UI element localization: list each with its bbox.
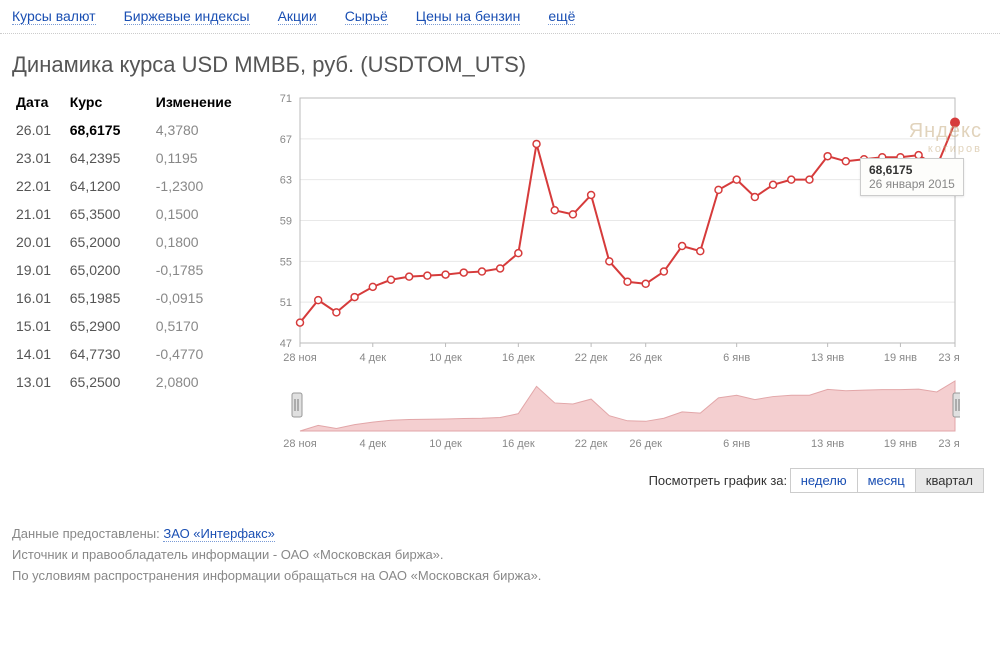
svg-text:13 янв: 13 янв bbox=[811, 352, 844, 364]
svg-text:22 дек: 22 дек bbox=[575, 438, 608, 450]
cell-date: 21.01 bbox=[12, 200, 66, 228]
footer: Данные предоставлены: ЗАО «Интерфакс» Ис… bbox=[0, 505, 1000, 604]
svg-text:10 дек: 10 дек bbox=[429, 352, 462, 364]
cell-change: 2,0800 bbox=[152, 368, 242, 396]
cell-date: 14.01 bbox=[12, 340, 66, 368]
svg-text:16 дек: 16 дек bbox=[502, 438, 535, 450]
svg-text:26 дек: 26 дек bbox=[629, 438, 662, 450]
period-button[interactable]: неделю bbox=[790, 468, 858, 493]
table-row: 14.0164,7730-0,4770 bbox=[12, 340, 242, 368]
cell-rate: 65,2500 bbox=[66, 368, 152, 396]
nav-link[interactable]: ещё bbox=[548, 8, 575, 25]
nav-link[interactable]: Цены на бензин bbox=[416, 8, 521, 25]
nav-link[interactable]: Сырьё bbox=[345, 8, 388, 25]
svg-text:26 дек: 26 дек bbox=[629, 352, 662, 364]
table-row: 15.0165,29000,5170 bbox=[12, 312, 242, 340]
cell-rate: 65,3500 bbox=[66, 200, 152, 228]
nav-link[interactable]: Акции bbox=[278, 8, 317, 25]
cell-change: 4,3780 bbox=[152, 116, 242, 144]
cell-rate: 64,2395 bbox=[66, 144, 152, 172]
table-row: 23.0164,23950,1195 bbox=[12, 144, 242, 172]
cell-date: 19.01 bbox=[12, 256, 66, 284]
cell-change: 0,1195 bbox=[152, 144, 242, 172]
table-row: 16.0165,1985-0,0915 bbox=[12, 284, 242, 312]
svg-text:23 янв: 23 янв bbox=[938, 438, 960, 450]
svg-text:28 ноя: 28 ноя bbox=[283, 352, 316, 364]
cell-rate: 68,6175 bbox=[66, 116, 152, 144]
nav-link[interactable]: Биржевые индексы bbox=[124, 8, 250, 25]
svg-text:4 дек: 4 дек bbox=[360, 352, 387, 364]
cell-date: 26.01 bbox=[12, 116, 66, 144]
cell-date: 23.01 bbox=[12, 144, 66, 172]
svg-text:63: 63 bbox=[280, 175, 292, 187]
table-row: 26.0168,61754,3780 bbox=[12, 116, 242, 144]
cell-date: 20.01 bbox=[12, 228, 66, 256]
cell-change: 0,1800 bbox=[152, 228, 242, 256]
page-title: Динамика курса USD ММВБ, руб. (USDTOM_UT… bbox=[0, 34, 1000, 88]
svg-text:19 янв: 19 янв bbox=[884, 438, 917, 450]
svg-text:6 янв: 6 янв bbox=[723, 352, 750, 364]
top-nav: Курсы валют Биржевые индексы Акции Сырьё Цен… bbox=[0, 0, 1000, 34]
cell-change: -0,0915 bbox=[152, 284, 242, 312]
cell-rate: 65,2000 bbox=[66, 228, 152, 256]
table-row: 13.0165,25002,0800 bbox=[12, 368, 242, 396]
period-selector-row: Посмотреть график за: неделюмесяцквартал bbox=[260, 456, 988, 505]
footer-line3: По условиям распространения информации о… bbox=[12, 566, 988, 587]
main-chart[interactable]: 47 51 55 59 63 67 71 28 ноя 4 дек 10 дек 16 дек 22 … bbox=[260, 88, 988, 368]
chart-tooltip: 68,6175 26 января 2015 bbox=[860, 158, 964, 196]
svg-text:16 дек: 16 дек bbox=[502, 352, 535, 364]
period-button[interactable]: квартал bbox=[915, 468, 984, 493]
svg-text:71: 71 bbox=[280, 93, 292, 105]
svg-text:10 дек: 10 дек bbox=[429, 438, 462, 450]
cell-change: -1,2300 bbox=[152, 172, 242, 200]
svg-text:51: 51 bbox=[280, 297, 292, 309]
table-row: 20.0165,20000,1800 bbox=[12, 228, 242, 256]
provider-link[interactable]: ЗАО «Интерфакс» bbox=[163, 526, 274, 542]
svg-text:23 янв: 23 янв bbox=[938, 352, 960, 364]
svg-text:59: 59 bbox=[280, 216, 292, 228]
svg-text:19 янв: 19 янв bbox=[884, 352, 917, 364]
table-row: 19.0165,0200-0,1785 bbox=[12, 256, 242, 284]
cell-rate: 64,7730 bbox=[66, 340, 152, 368]
table-header: Изменение bbox=[152, 88, 242, 116]
table-header: Курс bbox=[66, 88, 152, 116]
cell-date: 22.01 bbox=[12, 172, 66, 200]
provided-label: Данные предоставлены: bbox=[12, 526, 160, 541]
svg-text:47: 47 bbox=[280, 338, 292, 350]
cell-date: 16.01 bbox=[12, 284, 66, 312]
svg-text:6 янв: 6 янв bbox=[723, 438, 750, 450]
svg-text:28 ноя: 28 ноя bbox=[283, 438, 316, 450]
cell-rate: 65,1985 bbox=[66, 284, 152, 312]
svg-text:55: 55 bbox=[280, 256, 292, 268]
svg-text:67: 67 bbox=[280, 134, 292, 146]
cell-change: 0,1500 bbox=[152, 200, 242, 228]
footer-line2: Источник и правообладатель информации - … bbox=[12, 545, 988, 566]
svg-text:22 дек: 22 дек bbox=[575, 352, 608, 364]
rate-table: ДатаКурсИзменение 26.0168,61754,378023.0… bbox=[12, 88, 242, 505]
cell-date: 13.01 bbox=[12, 368, 66, 396]
cell-change: 0,5170 bbox=[152, 312, 242, 340]
cell-rate: 65,0200 bbox=[66, 256, 152, 284]
table-header: Дата bbox=[12, 88, 66, 116]
period-label: Посмотреть график за: bbox=[649, 473, 788, 488]
range-chart[interactable]: 28 ноя 4 дек 10 дек 16 дек 22 дек 26 дек 6 янв… bbox=[260, 376, 988, 456]
cell-change: -0,4770 bbox=[152, 340, 242, 368]
nav-link[interactable]: Курсы валют bbox=[12, 8, 96, 25]
cell-rate: 64,1200 bbox=[66, 172, 152, 200]
table-row: 21.0165,35000,1500 bbox=[12, 200, 242, 228]
table-row: 22.0164,1200-1,2300 bbox=[12, 172, 242, 200]
cell-date: 15.01 bbox=[12, 312, 66, 340]
period-button[interactable]: месяц bbox=[857, 468, 916, 493]
svg-text:4 дек: 4 дек bbox=[360, 438, 387, 450]
svg-text:13 янв: 13 янв bbox=[811, 438, 844, 450]
cell-rate: 65,2900 bbox=[66, 312, 152, 340]
cell-change: -0,1785 bbox=[152, 256, 242, 284]
